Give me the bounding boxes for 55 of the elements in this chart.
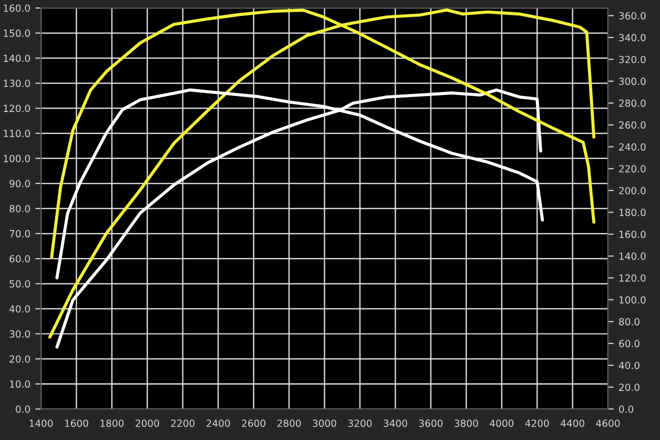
y2-tick-label: 160.0 (619, 230, 646, 238)
x-tick-label: 3600 (419, 420, 443, 427)
x-tick-label: 2800 (277, 420, 301, 427)
y-tick-label: 60.0 (10, 255, 30, 262)
y2-tick-label: 240.0 (619, 143, 646, 151)
x-tick-label: 4000 (490, 420, 514, 427)
y2-tick-label: 300.0 (619, 78, 646, 86)
y2-tick-label: 80.0 (619, 318, 640, 326)
y2-tick-label: 260.0 (619, 121, 646, 129)
x-tick-label: 3800 (454, 420, 478, 427)
x-tick-label: 2200 (171, 420, 194, 427)
y2-tick-label: 280.0 (619, 100, 646, 107)
x-tick-label: 1600 (65, 420, 88, 427)
y-tick-label: 140.0 (4, 54, 30, 62)
y-tick-label: 30.0 (10, 330, 30, 338)
y-tick-label: 0.0 (16, 405, 30, 413)
line-series (55, 88, 542, 349)
y2-tick-label: 40.0 (618, 362, 640, 370)
y-tick-label: 70.0 (10, 230, 30, 238)
x-tick-label: 3400 (384, 420, 408, 427)
y2-tick-label: 320.0 (619, 56, 646, 64)
x-tick-label: 4400 (560, 420, 584, 427)
y-tick-label: 120.0 (4, 104, 30, 112)
y-tick-label: 90.0 (10, 180, 30, 188)
x-tick-label: 1400 (30, 420, 53, 427)
y2-tick-label: 140.0 (619, 252, 646, 260)
y-tick-label: 130.0 (4, 80, 30, 88)
y2-tick-label: 0.0 (619, 405, 634, 413)
y2-tick-label: 100.0 (619, 296, 646, 304)
x-tick-label: 2000 (136, 420, 160, 427)
y-tick-label: 80.0 (10, 204, 30, 212)
x-tick-label: 1800 (100, 420, 124, 427)
y2-tick-label: 360.0 (619, 12, 646, 20)
y-tick-label: 20.0 (10, 355, 30, 363)
y-tick-label: 150.0 (4, 30, 30, 37)
y2-tick-label: 340.0 (619, 34, 646, 42)
y-tick-label: 50.0 (10, 280, 30, 288)
y2-tick-label: 180.0 (619, 208, 646, 216)
y-tick-label: 100.0 (4, 154, 30, 162)
x-tick-label: 3000 (312, 420, 336, 427)
y-tick-label: 40.0 (9, 305, 30, 313)
x-tick-label: 4600 (596, 420, 620, 427)
y-tick-label: 10.0 (10, 380, 30, 388)
y2-tick-label: 120.0 (619, 274, 646, 282)
x-tick-label: 3200 (348, 420, 372, 427)
y-tick-label: 160.0 (4, 4, 30, 12)
y2-tick-label: 200.0 (619, 186, 646, 194)
x-tick-label: 2600 (242, 420, 266, 427)
y2-tick-label: 60.0 (619, 340, 640, 348)
x-tick-label: 2400 (206, 420, 230, 427)
x-tick-label: 4200 (525, 420, 549, 427)
line-series (48, 8, 596, 339)
y-tick-label: 110.0 (4, 130, 30, 138)
y2-tick-label: 220.0 (619, 165, 646, 172)
y2-tick-label: 20.0 (619, 384, 640, 391)
